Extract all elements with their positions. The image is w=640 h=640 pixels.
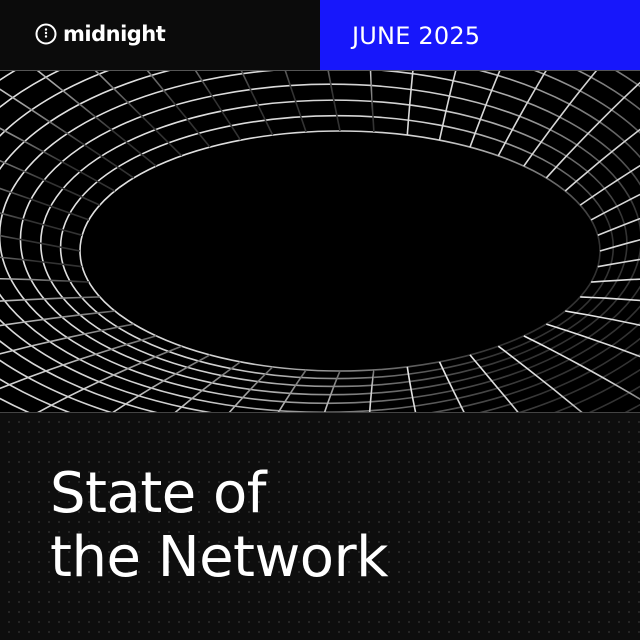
- mesh-line: [284, 71, 307, 133]
- mesh-line: [591, 278, 640, 283]
- page-title: State of the Network: [50, 461, 389, 590]
- mesh-line: [0, 323, 134, 355]
- mesh-line: [0, 187, 90, 221]
- mesh-line: [0, 310, 115, 327]
- mesh-line: [0, 159, 101, 206]
- mesh-line: [579, 164, 640, 206]
- mesh-line: [194, 71, 242, 141]
- brand-name: midnight: [63, 22, 166, 46]
- mesh-line: [0, 234, 81, 252]
- mesh-ring: [79, 130, 601, 372]
- mesh-line: [0, 335, 157, 390]
- mesh-line: [327, 71, 341, 132]
- mesh-line: [174, 361, 241, 412]
- mesh-line: [369, 71, 375, 133]
- mesh-line: [94, 71, 183, 157]
- mesh-line: [438, 361, 465, 412]
- title-line-2: the Network: [50, 525, 389, 590]
- mesh-line: [0, 277, 89, 283]
- mesh-line: [597, 217, 640, 237]
- mesh-line: [599, 238, 640, 252]
- mesh-line: [497, 345, 583, 412]
- mesh-line: [36, 71, 157, 167]
- mesh-line: [277, 369, 307, 412]
- mesh-line: [112, 354, 211, 412]
- mesh-line: [565, 310, 640, 327]
- brand-logo: midnight: [35, 22, 166, 46]
- mesh-line: [228, 366, 274, 412]
- mesh-line: [0, 127, 116, 192]
- mesh-line: [0, 212, 83, 237]
- mesh-line: [597, 258, 640, 268]
- mesh-line: [523, 71, 598, 167]
- mesh-line: [564, 128, 640, 192]
- title-line-1: State of: [50, 461, 267, 526]
- mesh-line: [545, 81, 640, 179]
- mesh-line: [590, 193, 640, 221]
- mesh-line: [0, 88, 135, 179]
- mesh-line: [469, 354, 519, 412]
- mesh-line: [438, 71, 457, 141]
- mesh-line: [240, 71, 274, 136]
- mesh-line: [406, 71, 414, 136]
- title-panel: [0, 413, 640, 640]
- mesh-line: [146, 71, 211, 148]
- wireframe-tunnel-icon: [0, 71, 640, 412]
- mesh-line: [323, 370, 341, 412]
- divider: [0, 70, 640, 71]
- mesh-line: [368, 369, 375, 412]
- mesh-line: [37, 345, 182, 412]
- mesh-line: [0, 296, 100, 302]
- mesh-line: [497, 71, 547, 157]
- mesh-line: [406, 366, 417, 412]
- mesh-line: [580, 296, 640, 302]
- circle-dots-icon: [35, 23, 57, 45]
- mesh-line: [523, 335, 640, 401]
- report-date: JUNE 2025: [352, 22, 481, 50]
- divider: [0, 412, 640, 413]
- date-banner: JUNE 2025: [320, 0, 640, 70]
- mesh-line: [546, 323, 640, 358]
- mesh-line: [0, 256, 83, 268]
- mesh-line: [469, 71, 501, 148]
